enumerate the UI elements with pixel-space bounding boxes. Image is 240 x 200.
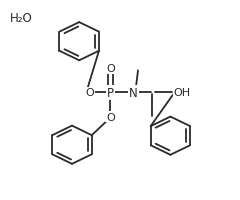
Text: N: N [129, 87, 138, 99]
Text: OH: OH [174, 88, 191, 98]
Text: O: O [86, 88, 94, 98]
Text: H₂O: H₂O [10, 12, 32, 24]
Text: P: P [107, 87, 114, 99]
Text: O: O [106, 64, 115, 74]
Text: O: O [106, 112, 115, 122]
